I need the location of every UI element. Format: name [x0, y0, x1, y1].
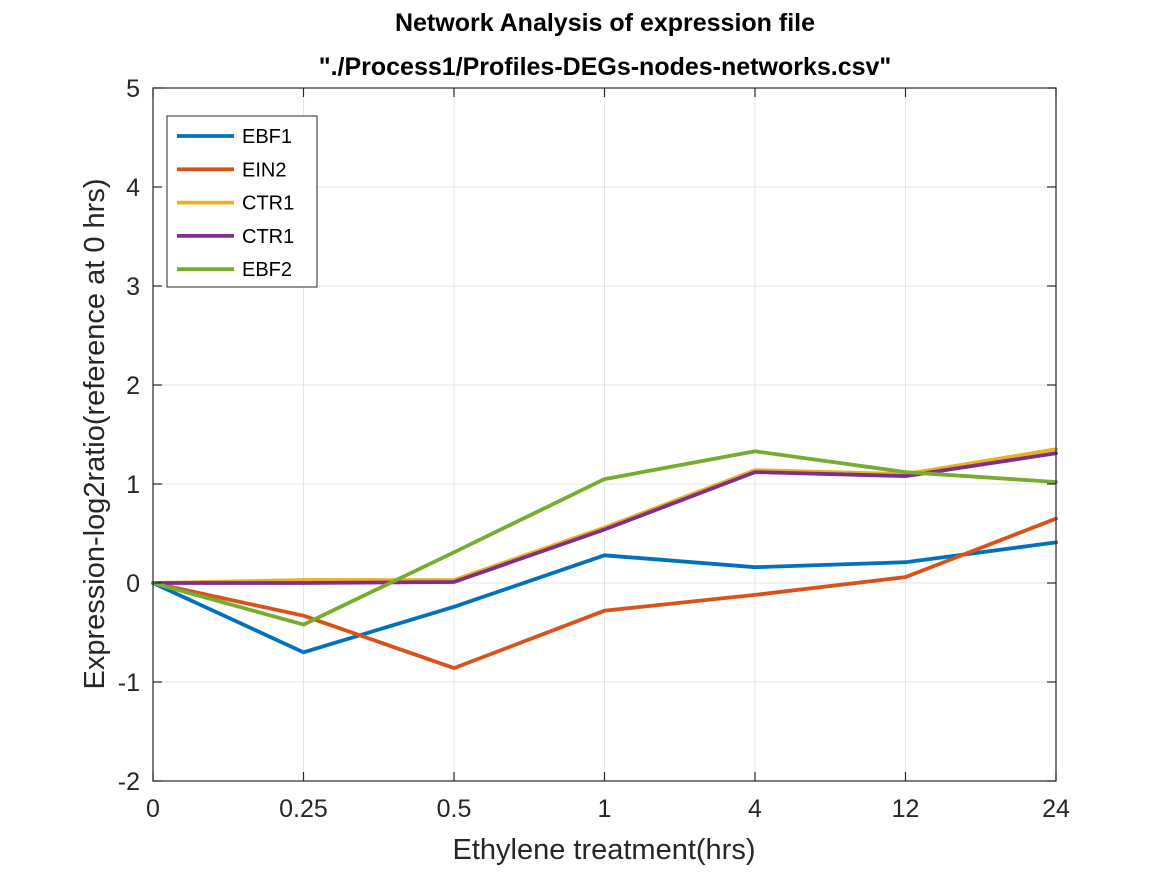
- x-axis-label: Ethylene treatment(hrs): [452, 834, 755, 866]
- axis-ticks: [152, 87, 1057, 782]
- x-tick-labels: 0 0.25 0.5 1 4 12 24: [146, 795, 1070, 823]
- legend-label-ctr1-2: CTR1: [242, 193, 294, 215]
- x-tick-label: 24: [1042, 795, 1070, 823]
- series-line-ein2-1: [151, 516, 1058, 670]
- legend: EBF1 EIN2 CTR1 CTR1 EBF2: [166, 115, 318, 288]
- y-tick-label: 0: [126, 570, 140, 598]
- data-series: [151, 447, 1058, 670]
- x-tick-label: 1: [598, 795, 612, 823]
- x-tick-label: 12: [892, 795, 920, 823]
- legend-label-ebf1-0: EBF1: [242, 126, 292, 148]
- x-tick-label: 0.25: [279, 795, 328, 823]
- legend-label-ebf2-4: EBF2: [242, 259, 292, 281]
- chart-title-line-1: Network Analysis of expression file: [395, 9, 815, 37]
- y-tick-label: 5: [126, 75, 140, 103]
- y-tick-label: -1: [118, 669, 140, 697]
- y-tick-labels: -2 -1 0 1 2 3 4 5: [118, 75, 140, 796]
- y-tick-label: 1: [126, 471, 140, 499]
- legend-label-ctr1-3: CTR1: [242, 226, 294, 248]
- y-tick-label: 3: [126, 273, 140, 301]
- series-line-ctr1-3: [151, 451, 1058, 585]
- chart-title-line-2: "./Process1/Profiles-DEGs-nodes-networks…: [319, 53, 892, 81]
- y-axis-label: Expression-log2ratio(reference at 0 hrs): [79, 179, 111, 690]
- series-line-ebf1-0: [151, 540, 1058, 655]
- grid-lines: [153, 88, 1056, 781]
- series-line-ebf2-4: [151, 449, 1058, 627]
- x-tick-label: 0: [146, 795, 160, 823]
- x-tick-label: 4: [748, 795, 762, 823]
- legend-label-ein2-1: EIN2: [242, 159, 286, 181]
- y-tick-label: 2: [126, 372, 140, 400]
- x-tick-label: 0.5: [437, 795, 472, 823]
- y-tick-label: 4: [126, 174, 140, 202]
- y-tick-label: -2: [118, 768, 140, 796]
